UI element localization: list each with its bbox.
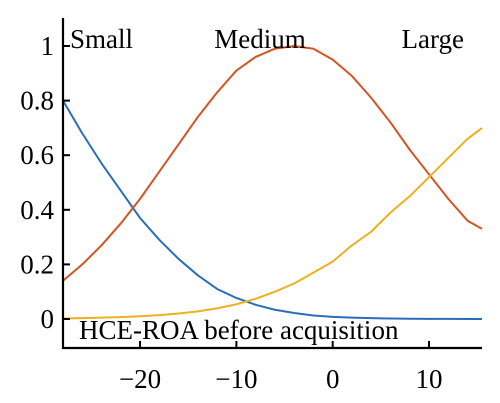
x-tick-label: 0 xyxy=(326,364,340,394)
series-label-large: Large xyxy=(402,24,464,54)
chart-annotation: HCE-ROA before acquisition xyxy=(79,315,399,345)
series-line-large xyxy=(62,127,483,320)
series-line-medium xyxy=(62,45,483,282)
x-tick-label: −20 xyxy=(119,364,161,394)
ticks-layer: 0 0.2 0.4 0.6 0.8 1 −20 −10 0 10 xyxy=(20,31,442,394)
y-tick-label: 0.6 xyxy=(20,140,54,170)
x-tick-label: −10 xyxy=(215,364,257,394)
series-layer xyxy=(62,45,483,320)
y-tick-label: 1 xyxy=(41,31,55,61)
series-label-medium: Medium xyxy=(214,24,306,54)
x-tick-label: 10 xyxy=(416,364,443,394)
y-tick-label: 0.8 xyxy=(20,86,54,116)
y-tick-label: 0 xyxy=(41,304,55,334)
series-label-small: Small xyxy=(70,24,133,54)
series-line-small xyxy=(62,100,483,320)
y-tick-label: 0.2 xyxy=(20,249,54,279)
y-tick-label: 0.4 xyxy=(20,195,54,225)
